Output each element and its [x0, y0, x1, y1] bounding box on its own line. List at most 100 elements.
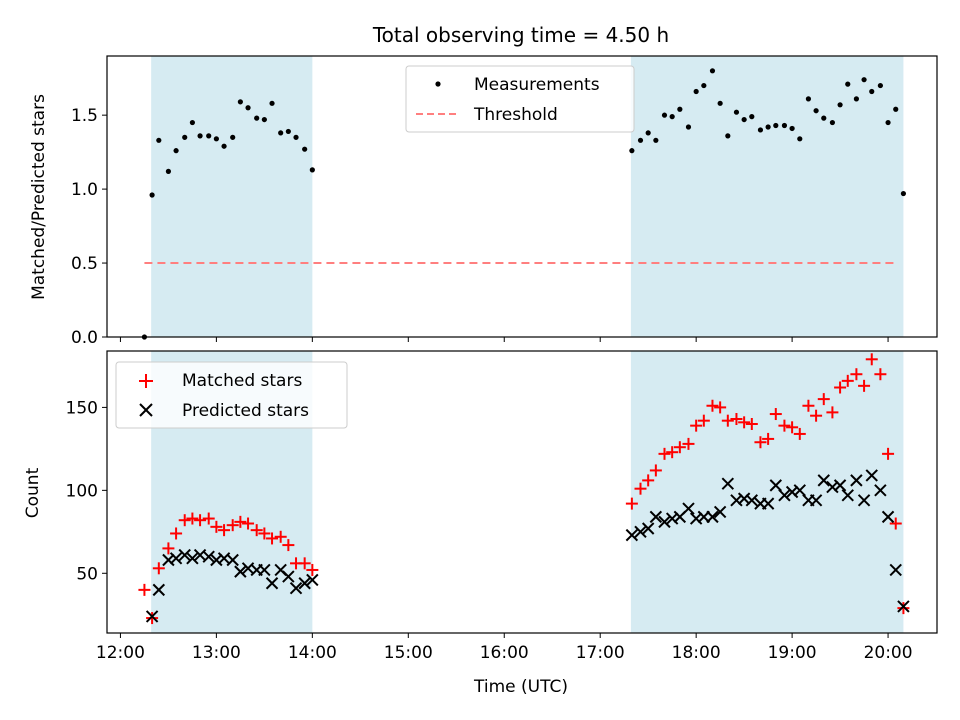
- measurement-point: [189, 119, 195, 126]
- measurement-point: [821, 115, 827, 121]
- ratio-plot-frame: [106, 55, 938, 338]
- measurement-point: [893, 106, 899, 112]
- matched-star-point: [210, 520, 223, 533]
- x-tick-label: 13:00: [192, 643, 241, 663]
- matched-star-point: [850, 368, 863, 381]
- matched-stars-points: [138, 353, 910, 625]
- measurement-point: [789, 125, 795, 132]
- matched-star-point: [858, 379, 871, 392]
- matched-star-point: [889, 517, 902, 530]
- matched-star-point: [721, 414, 734, 427]
- matched-star-point: [625, 497, 638, 510]
- measurement-point: [741, 116, 747, 123]
- predicted-star-stroke-b: [826, 480, 839, 494]
- matched-star-point: [634, 482, 647, 495]
- predicted-star-point: [793, 484, 806, 497]
- predicted-star-point: [841, 489, 854, 502]
- predicted-star-stroke-b: [721, 477, 735, 490]
- ratio-panel: 0.0 0.5 1.0 1.5 Matched/Predicted stars Mea…: [29, 55, 938, 348]
- measurement-point: [757, 127, 764, 133]
- matched-star-point: [754, 436, 767, 449]
- y-tick-label: 1.0: [71, 180, 98, 200]
- measurement-point: [869, 88, 875, 95]
- matched-star-point: [834, 381, 847, 394]
- predicted-star-stroke-b: [282, 570, 295, 583]
- legend-predicted-marker: [139, 403, 153, 417]
- counts-legend-box: [115, 361, 348, 429]
- predicted-star-point: [649, 510, 663, 524]
- predicted-star-stroke-b: [817, 474, 830, 487]
- predicted-star-stroke-b: [178, 548, 191, 562]
- matched-star-point: [306, 563, 319, 576]
- matched-star-point: [242, 517, 255, 530]
- measurement-point: [877, 82, 883, 89]
- measurement-point: [285, 128, 291, 135]
- matched-star-point: [202, 512, 215, 525]
- ratio-observing-windows: [151, 56, 904, 337]
- predicted-star-point: [265, 577, 279, 590]
- predicted-star-point: [761, 497, 775, 510]
- predicted-star-stroke-b: [778, 489, 791, 502]
- measurement-point: [693, 88, 699, 95]
- measurement-point: [709, 68, 716, 74]
- predicted-star-stroke-b: [713, 505, 727, 519]
- predicted-star-stroke-b: [809, 494, 823, 507]
- matched-star-point: [170, 527, 183, 540]
- measurement-point: [197, 133, 203, 139]
- counts-x-ticks: 12:00 13:00 14:00 15:00 16:00 17:00 18:00 19:00…: [96, 633, 913, 663]
- predicted-star-stroke-b: [793, 484, 806, 497]
- measurement-point: [149, 192, 155, 198]
- predicted-star-stroke-b: [785, 485, 799, 499]
- matched-star-point: [682, 437, 695, 450]
- measurement-point: [781, 122, 788, 129]
- predicted-star-point: [234, 565, 247, 578]
- ratio-y-ticks: 0.0 0.5 1.0 1.5: [71, 106, 107, 348]
- predicted-star-point: [226, 553, 239, 567]
- measurement-point: [900, 190, 907, 197]
- predicted-star-point: [658, 515, 671, 529]
- predicted-star-point: [809, 494, 823, 507]
- x-tick-label: 16:00: [480, 643, 529, 663]
- measurement-point: [805, 96, 812, 102]
- x-axis-label: Time (UTC): [473, 677, 568, 697]
- x-tick-label: 17:00: [576, 643, 625, 663]
- matched-star-point: [152, 562, 165, 575]
- legend-matched-marker: [139, 374, 153, 388]
- predicted-star-stroke-b: [865, 469, 878, 482]
- measurement-point: [701, 82, 707, 89]
- x-tick-label: 15:00: [384, 643, 433, 663]
- predicted-star-point: [306, 573, 319, 587]
- predicted-star-stroke-b: [665, 512, 679, 525]
- predicted-star-point: [289, 582, 303, 595]
- predicted-star-point: [769, 479, 783, 492]
- matched-star-point: [769, 408, 782, 421]
- measurement-point: [813, 108, 819, 114]
- predicted-star-point: [258, 563, 271, 577]
- matched-star-point: [258, 527, 271, 540]
- matched-star-point: [146, 612, 159, 625]
- predicted-star-stroke-b: [274, 563, 287, 577]
- measurement-point: [717, 100, 723, 106]
- matched-star-point: [162, 542, 175, 555]
- matched-star-point: [642, 474, 655, 487]
- predicted-stars-points: [145, 469, 910, 623]
- ratio-legend-box: [405, 65, 635, 133]
- legend-predicted-label: Predicted stars: [182, 401, 309, 421]
- matched-star-point: [697, 414, 710, 427]
- x-tick-label: 18:00: [672, 643, 721, 663]
- x-tick-label: 20:00: [864, 643, 913, 663]
- predicted-star-stroke-b: [841, 489, 854, 502]
- matched-star-point: [649, 464, 662, 477]
- measurement-point: [853, 96, 859, 102]
- predicted-star-point: [881, 510, 895, 524]
- ratio-x-ticks: [119, 337, 889, 342]
- predicted-star-stroke-b: [881, 510, 895, 524]
- predicted-star-point: [857, 494, 871, 507]
- predicted-star-stroke-b: [649, 510, 663, 524]
- measurement-point: [213, 136, 219, 142]
- x-tick-label: 14:00: [288, 643, 337, 663]
- predicted-star-stroke-b: [258, 563, 271, 577]
- ratio-legend: Measurements Threshold: [405, 65, 635, 133]
- measurement-point: [278, 130, 284, 136]
- measurement-point: [165, 168, 172, 174]
